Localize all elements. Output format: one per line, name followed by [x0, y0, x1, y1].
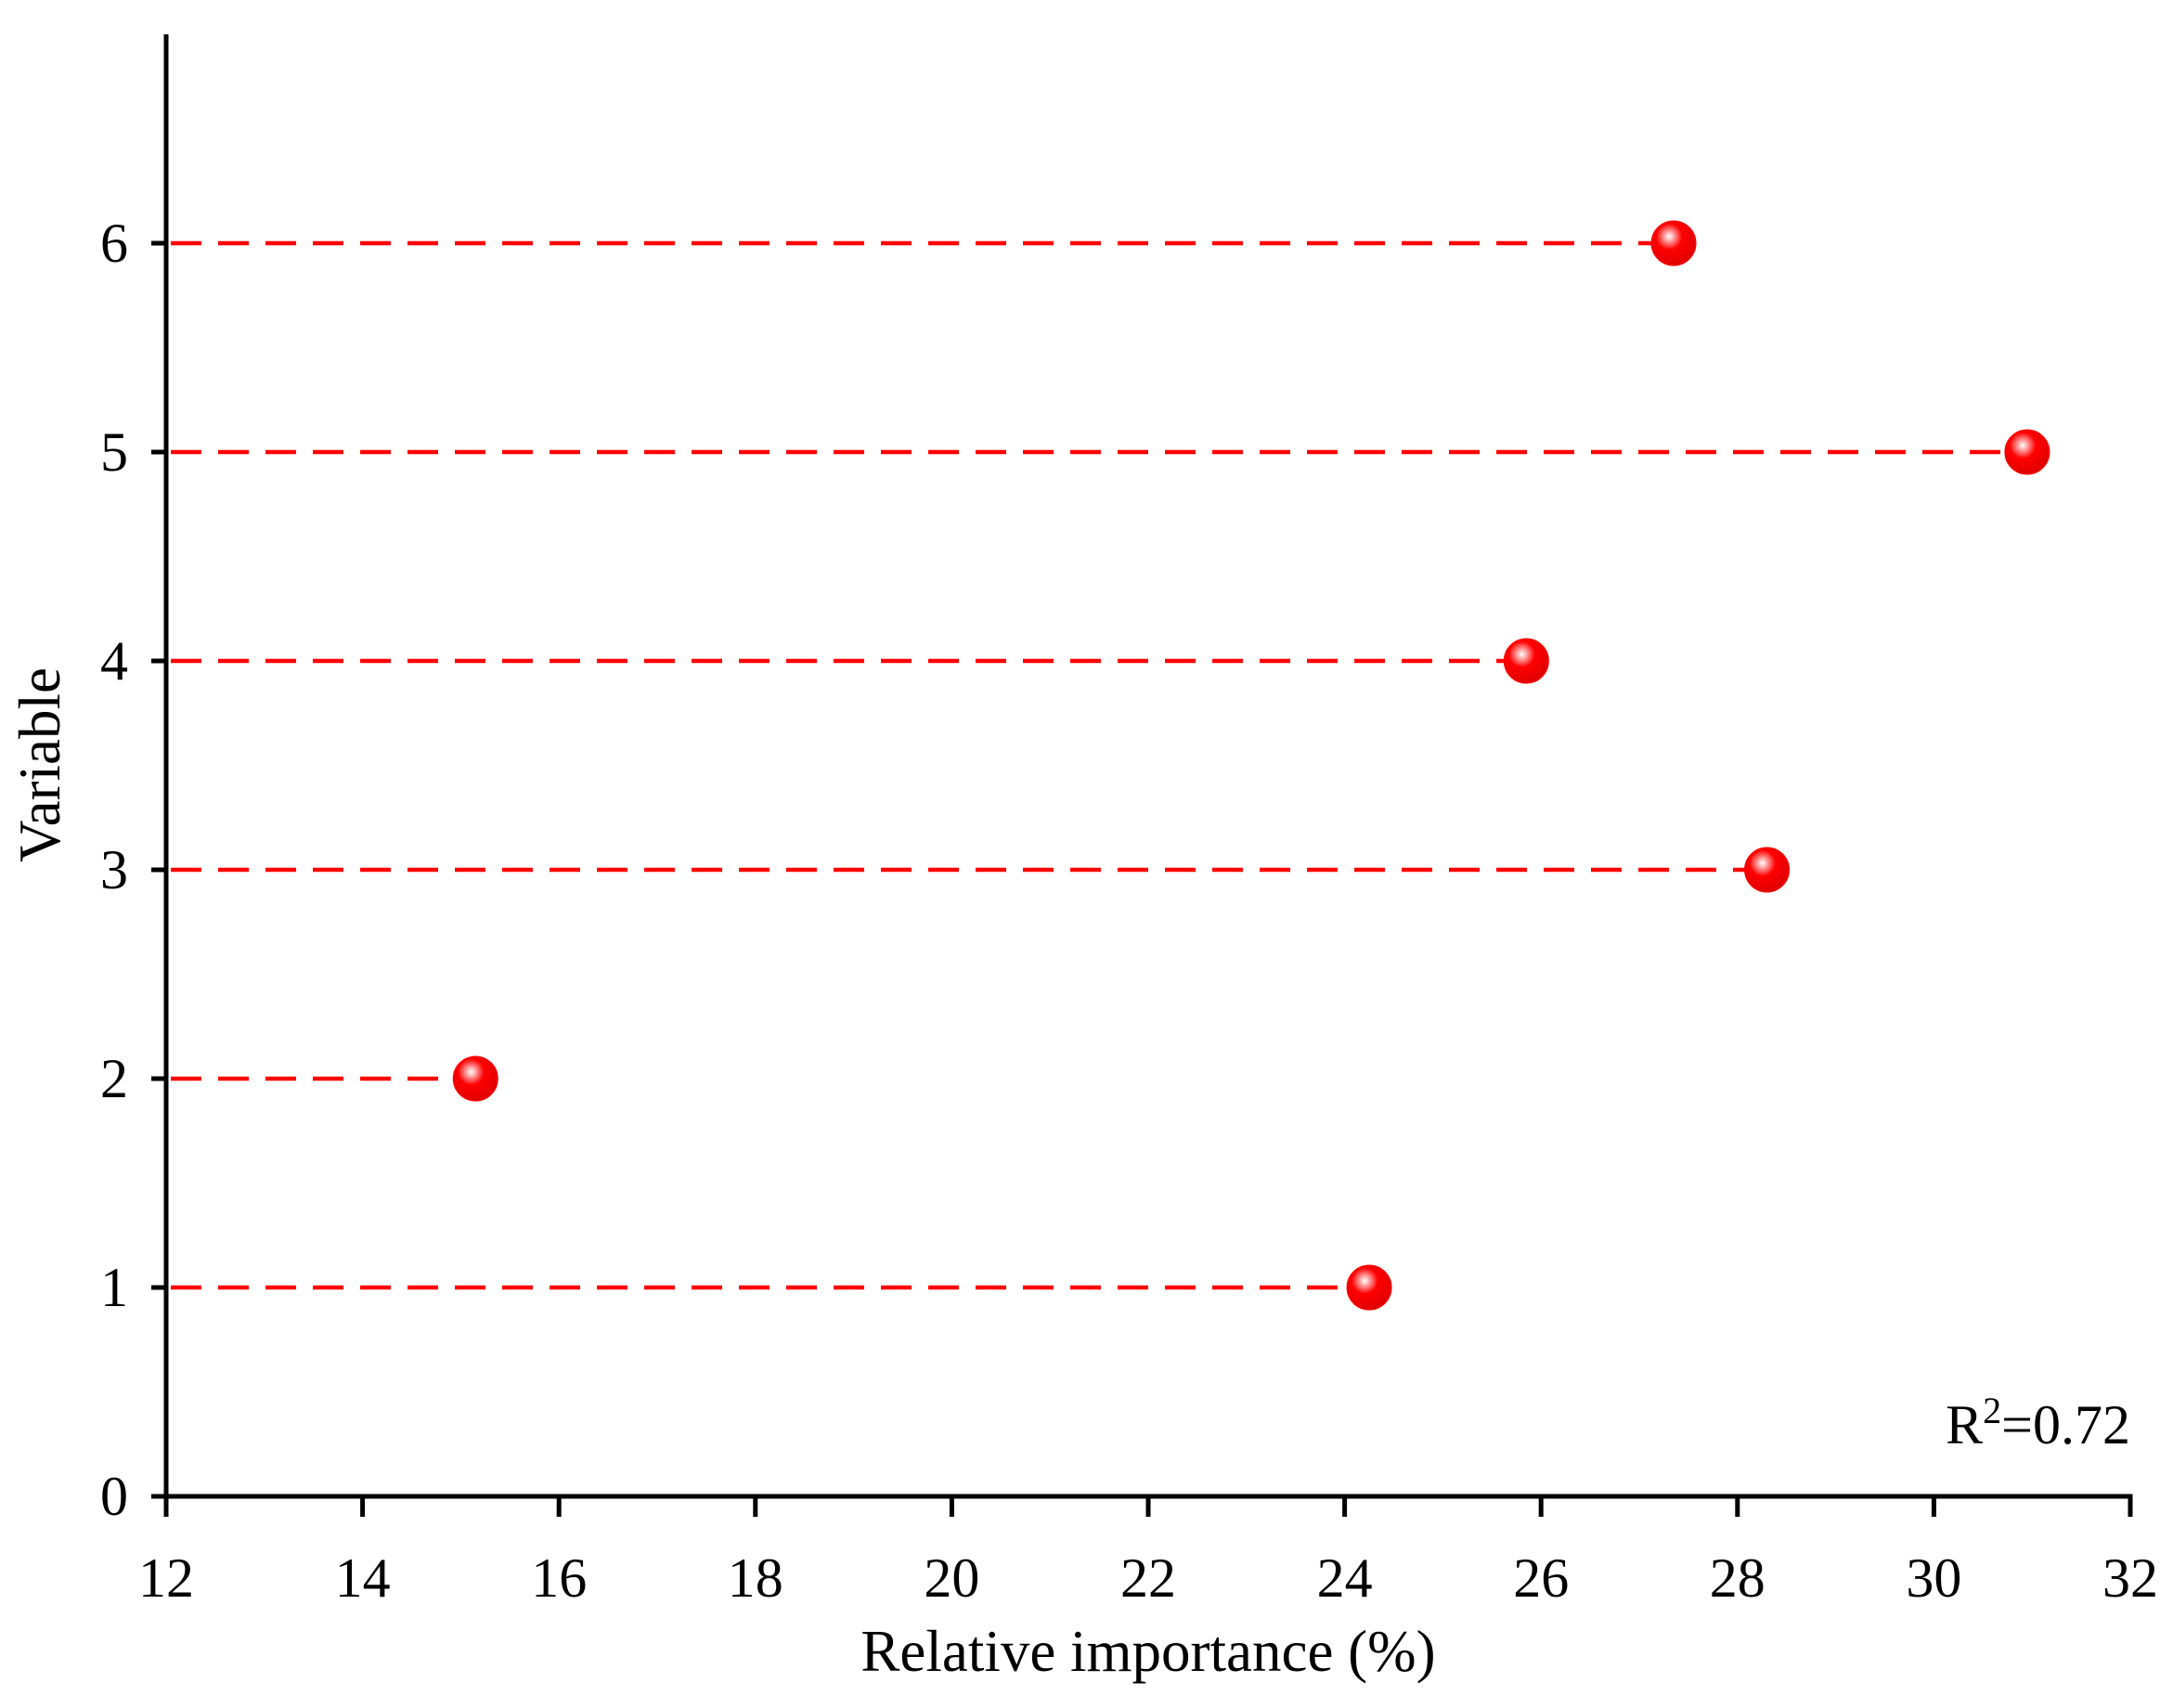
y-tick-label: 4	[100, 630, 128, 692]
x-tick-label: 26	[1513, 1547, 1569, 1609]
point	[1744, 847, 1791, 893]
point	[1650, 220, 1697, 266]
x-tick-label: 12	[138, 1547, 194, 1609]
x-tick-label: 20	[924, 1547, 979, 1609]
point	[1503, 638, 1549, 684]
y-tick-label: 2	[100, 1048, 128, 1109]
y-tick-label: 5	[100, 421, 128, 483]
x-axis-title: Relative importance (%)	[860, 1619, 1435, 1684]
x-tick-label: 22	[1120, 1547, 1176, 1609]
x-tick-label: 30	[1906, 1547, 1961, 1609]
point	[452, 1055, 498, 1102]
annotation: R2=0.72	[1946, 1390, 2130, 1456]
x-tick-label: 14	[335, 1547, 391, 1609]
x-tick-label: 32	[2102, 1547, 2158, 1609]
x-tick-label: 24	[1317, 1547, 1373, 1609]
y-tick-label: 1	[100, 1257, 128, 1318]
annotation-text: =0.72	[2001, 1394, 2130, 1456]
y-tick-label: 6	[100, 213, 128, 274]
point	[2004, 429, 2050, 475]
y-axis-title: Variable	[7, 667, 72, 862]
y-tick-label: 0	[100, 1466, 128, 1527]
point	[1346, 1264, 1392, 1311]
y-tick-label: 3	[100, 839, 128, 900]
annotation-text: R	[1946, 1394, 1983, 1456]
annotation-superscript: 2	[1983, 1390, 2001, 1431]
x-tick-label: 28	[1710, 1547, 1766, 1609]
x-tick-label: 18	[728, 1547, 783, 1609]
x-tick-label: 16	[531, 1547, 587, 1609]
